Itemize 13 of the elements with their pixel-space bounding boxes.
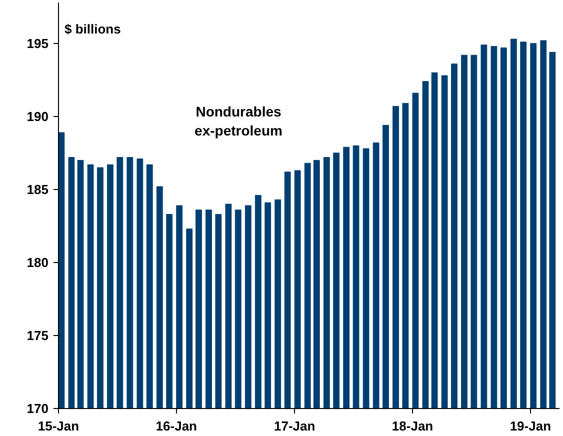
y-tick-label: 175 bbox=[26, 328, 49, 343]
x-tick-label: 16-Jan bbox=[156, 418, 198, 434]
x-tick-label: 19-Jan bbox=[510, 418, 552, 434]
x-tick-label: 17-Jan bbox=[274, 418, 316, 434]
y-tick-label: 195 bbox=[26, 36, 49, 51]
y-tick-label: 180 bbox=[26, 254, 49, 270]
y-tick-label: 185 bbox=[26, 182, 49, 197]
y-axis-title: $ billions bbox=[64, 22, 121, 36]
x-tick-label: 18-Jan bbox=[392, 418, 434, 434]
y-tick-label: 190 bbox=[26, 108, 49, 124]
y-tick-label: 170 bbox=[26, 401, 49, 416]
annotation: Nondurables ex-petroleum bbox=[194, 103, 282, 138]
x-tick-label: 15-Jan bbox=[38, 418, 80, 434]
